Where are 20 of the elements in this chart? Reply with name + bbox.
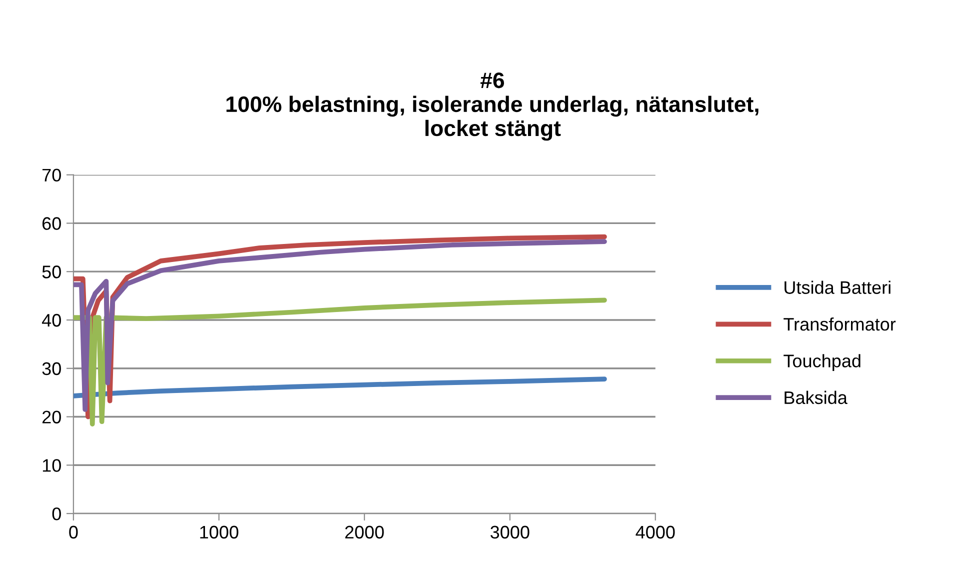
- legend-label: Touchpad: [784, 354, 860, 371]
- y-tick-label: 0: [52, 507, 61, 520]
- y-tick-label: 60: [42, 217, 61, 230]
- x-tick-label: 3000: [490, 526, 530, 539]
- x-tick-label: 4000: [636, 526, 675, 539]
- legend-label: Baksida: [784, 390, 848, 404]
- legend-label: Utsida Batteri: [784, 280, 890, 294]
- x-tick-label: 1000: [200, 526, 238, 539]
- y-tick-label: 10: [42, 459, 61, 472]
- y-tick-label: 40: [42, 314, 61, 327]
- line-series: [73, 298, 607, 426]
- legend-label: Transformator: [784, 317, 896, 331]
- y-tick-label: 50: [42, 266, 61, 278]
- line-series: [73, 376, 607, 398]
- y-tick-label: 20: [42, 410, 61, 424]
- y-tick-label: 70: [42, 168, 61, 182]
- x-tick-label: 0: [69, 526, 78, 539]
- chart-title: #6 100% belastning, isolerande underlag, nätanslutet, locket stängt: [226, 72, 758, 141]
- y-tick-label: 30: [42, 362, 61, 376]
- x-tick-label: 2000: [345, 526, 384, 539]
